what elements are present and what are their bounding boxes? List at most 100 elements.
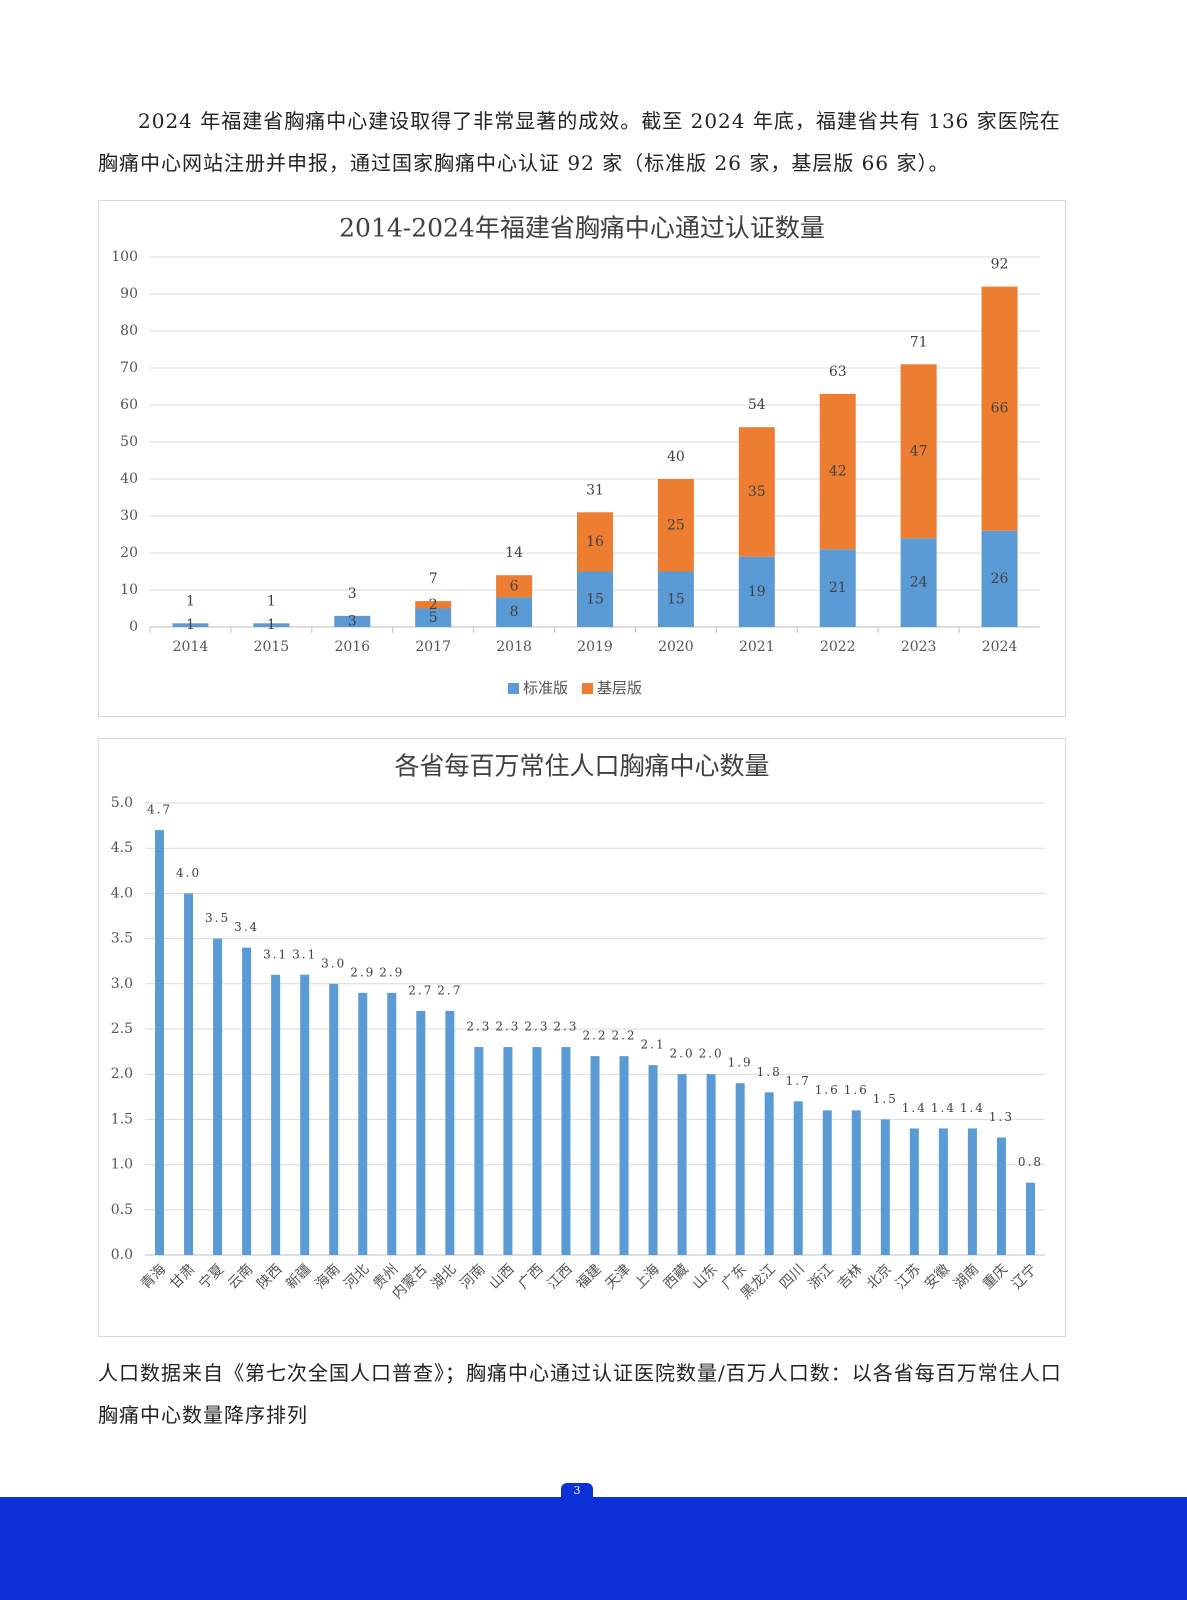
bar-segment xyxy=(981,286,1018,531)
y-tick-label: 0 xyxy=(129,619,138,635)
data-label: 2.9 xyxy=(379,965,404,979)
bar xyxy=(155,830,165,1255)
total-label: 14 xyxy=(505,545,523,561)
data-label: 47 xyxy=(910,443,928,459)
bar xyxy=(909,1128,919,1255)
bar-segment xyxy=(900,538,937,627)
bar-segment xyxy=(334,615,371,627)
bar xyxy=(880,1119,890,1255)
x-tick-label: 2019 xyxy=(577,639,613,655)
bar xyxy=(590,1056,600,1255)
data-label: 25 xyxy=(667,517,685,533)
x-tick-label: 2014 xyxy=(173,639,209,655)
y-tick-label: 20 xyxy=(120,545,138,561)
chart: 各省每百万常住人口胸痛中心数量 0.0 0.5 1.0 1.5 2.0 2.5 3.0 3.5 4… xyxy=(98,738,1066,1337)
bar-segment xyxy=(577,512,613,572)
bar xyxy=(561,1047,571,1255)
data-label: 3.5 xyxy=(205,911,230,925)
data-label: 15 xyxy=(667,591,685,607)
data-label: 2 xyxy=(429,597,438,613)
legend-label: 基层版 xyxy=(597,679,642,697)
total-label: 71 xyxy=(910,334,928,350)
data-label: 0.8 xyxy=(1018,1155,1043,1169)
x-tick-label: 2015 xyxy=(254,639,290,655)
data-label: 3.1 xyxy=(263,947,288,961)
bar xyxy=(996,1137,1006,1255)
bar xyxy=(619,1056,629,1255)
data-label: 35 xyxy=(748,484,766,500)
x-tick-label: 2022 xyxy=(820,639,856,655)
bar xyxy=(474,1047,484,1255)
y-tick-label: 2.5 xyxy=(111,1021,133,1037)
data-label: 3.1 xyxy=(292,947,317,961)
data-label: 2.7 xyxy=(437,983,462,997)
bar-segment xyxy=(496,597,533,627)
data-label: 2.3 xyxy=(466,1020,491,1034)
data-label: 1 xyxy=(267,617,276,633)
data-label: 3.4 xyxy=(234,920,259,934)
y-tick-label: 2.0 xyxy=(111,1066,133,1082)
bar-segment xyxy=(819,549,856,627)
data-label: 15 xyxy=(586,591,604,607)
bar-segment xyxy=(819,393,856,550)
x-tick-label: 2023 xyxy=(901,639,937,655)
data-label: 1.4 xyxy=(902,1101,927,1115)
data-label: 3 xyxy=(348,613,357,629)
data-label: 16 xyxy=(586,534,604,550)
bar-segment xyxy=(253,623,290,627)
bar-segment xyxy=(900,364,937,539)
x-tick-label: 2024 xyxy=(982,639,1018,655)
chart-frame xyxy=(98,738,1066,1337)
data-label: 1.4 xyxy=(931,1101,956,1115)
data-label: 2.2 xyxy=(611,1029,636,1043)
chart-title: 2014-2024年福建省胸痛中心通过认证数量 xyxy=(339,214,825,243)
data-label: 19 xyxy=(748,584,766,600)
data-label: 42 xyxy=(829,464,847,480)
y-tick-label: 10 xyxy=(120,582,138,598)
y-tick-label: 3.0 xyxy=(111,976,133,992)
bar xyxy=(242,947,252,1255)
bar-segment xyxy=(738,556,775,627)
data-label: 26 xyxy=(991,571,1009,587)
total-label: 54 xyxy=(748,397,766,413)
data-label: 2.7 xyxy=(408,983,433,997)
y-tick-label: 30 xyxy=(120,508,138,524)
data-label: 2.3 xyxy=(553,1020,578,1034)
data-label: 1.7 xyxy=(786,1074,811,1088)
total-label: 7 xyxy=(429,571,438,587)
bar xyxy=(416,1010,426,1255)
data-label: 4.7 xyxy=(147,803,172,817)
data-label: 4.0 xyxy=(176,866,201,880)
bar xyxy=(271,974,281,1255)
y-tick-label: 5.0 xyxy=(111,795,133,811)
bar xyxy=(503,1047,513,1255)
y-tick-label: 0.5 xyxy=(111,1202,133,1218)
bar xyxy=(213,938,223,1255)
data-label: 2.9 xyxy=(350,965,375,979)
data-label: 1.9 xyxy=(728,1056,753,1070)
y-tick-label: 3.5 xyxy=(111,931,133,947)
y-tick-label: 1.5 xyxy=(111,1111,133,1127)
total-label: 31 xyxy=(586,482,604,498)
y-tick-label: 100 xyxy=(111,249,138,265)
data-label: 1.5 xyxy=(873,1092,898,1106)
data-label: 1.4 xyxy=(960,1101,985,1115)
paragraph: 2024 年福建省胸痛中心建设取得了非常显著的成效。截至 2024 年底，福建省… xyxy=(98,109,1061,175)
bar-segment xyxy=(172,623,209,627)
data-label: 5 xyxy=(429,610,438,626)
bar xyxy=(938,1128,948,1255)
bar-segment xyxy=(496,575,533,598)
x-tick-label: 2020 xyxy=(658,639,694,655)
bar xyxy=(1025,1182,1035,1255)
data-label: 1.6 xyxy=(815,1083,840,1097)
y-tick-label: 4.0 xyxy=(111,885,133,901)
page-number: 3 xyxy=(561,1483,593,1499)
y-tick-label: 70 xyxy=(120,360,138,376)
chart-title: 各省每百万常住人口胸痛中心数量 xyxy=(394,752,769,781)
bar xyxy=(648,1065,658,1255)
bar xyxy=(822,1110,832,1255)
data-label: 1.8 xyxy=(757,1065,782,1079)
bar-segment xyxy=(415,601,452,609)
y-tick-label: 4.5 xyxy=(111,840,133,856)
